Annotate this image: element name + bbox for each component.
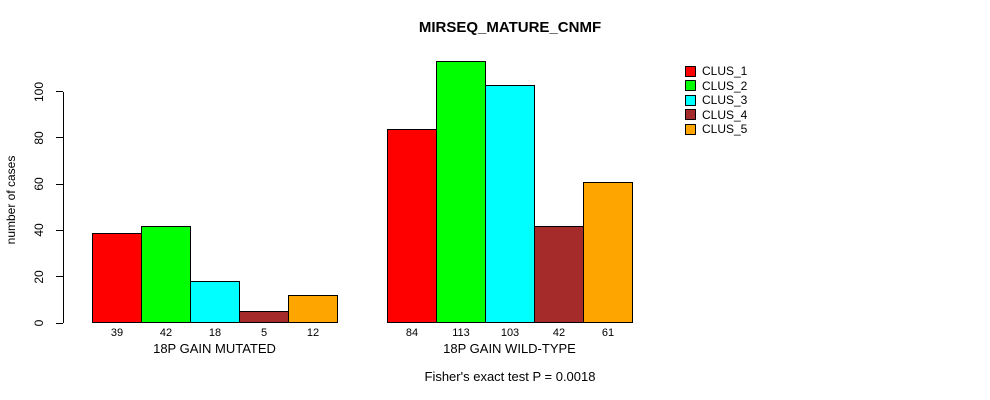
legend-swatch-icon (685, 123, 696, 135)
legend-row-clus_5: CLUS_5 (685, 123, 747, 135)
y-axis-tick-label: 0 (32, 319, 46, 327)
bar-clus_5-mutated (288, 295, 338, 323)
y-axis-tick (56, 322, 63, 324)
bar-value-label: 39 (110, 327, 124, 339)
bar-value-label: 42 (159, 327, 173, 339)
footnote: Fisher's exact test P = 0.0018 (424, 369, 596, 384)
legend-label: CLUS_5 (702, 122, 748, 137)
x-axis-group-label: 18P GAIN WILD-TYPE (443, 341, 576, 356)
y-axis-tick (56, 276, 63, 278)
y-axis-line (63, 91, 64, 323)
bar-clus_2-wild-type (436, 61, 486, 323)
y-axis-tick-label: 80 (32, 131, 46, 145)
bar-clus_1-mutated (92, 233, 142, 323)
bar-value-label: 103 (500, 327, 520, 339)
y-axis-tick (56, 137, 63, 139)
y-axis-tick-label: 100 (32, 81, 46, 102)
bar-value-label: 18 (208, 327, 222, 339)
legend-row-clus_1: CLUS_1 (685, 65, 747, 77)
legend-label: CLUS_4 (702, 107, 748, 122)
bar-clus_3-mutated (190, 281, 240, 323)
legend-row-clus_2: CLUS_2 (685, 80, 747, 92)
bar-clus_4-mutated (239, 311, 289, 323)
bar-value-label: 42 (552, 327, 566, 339)
y-axis-tick (56, 91, 63, 92)
legend-swatch-icon (685, 109, 696, 121)
bar-clus_4-wild-type (534, 226, 584, 323)
bar-value-label: 61 (601, 327, 615, 339)
legend-swatch-icon (685, 94, 696, 106)
legend-label: CLUS_3 (702, 93, 748, 108)
legend-row-clus_3: CLUS_3 (685, 94, 747, 106)
y-axis-tick (56, 229, 63, 231)
legend-row-clus_4: CLUS_4 (685, 109, 747, 121)
y-axis-tick-label: 40 (32, 223, 46, 238)
legend-swatch-icon (685, 65, 696, 77)
y-axis-tick (56, 183, 63, 185)
legend-label: CLUS_2 (702, 78, 748, 93)
bar-value-label: 12 (306, 327, 320, 339)
legend-label: CLUS_1 (702, 64, 748, 78)
chart-title: MIRSEQ_MATURE_CNMF (418, 19, 602, 36)
bar-value-label: 84 (405, 327, 419, 339)
x-axis-group-label: 18P GAIN MUTATED (153, 341, 276, 356)
y-axis-label: number of cases (4, 155, 18, 245)
bar-clus_1-wild-type (387, 129, 437, 323)
y-axis-tick-label: 60 (32, 177, 46, 191)
y-axis-tick-label: 20 (32, 270, 46, 284)
bar-clus_2-mutated (141, 226, 191, 323)
bar-clus_5-wild-type (583, 182, 633, 323)
legend-swatch-icon (685, 80, 696, 92)
bar-clus_3-wild-type (485, 85, 535, 323)
bar-value-label: 5 (260, 327, 268, 339)
bar-value-label: 113 (452, 327, 470, 339)
